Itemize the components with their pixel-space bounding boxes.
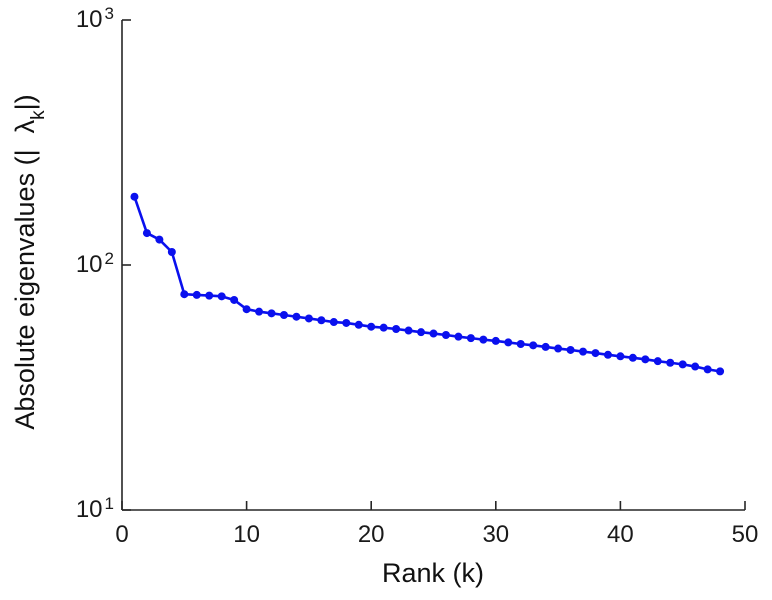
data-point-marker [317, 316, 326, 325]
data-point-marker [292, 312, 301, 321]
data-point-marker [466, 334, 475, 343]
data-point-marker [205, 291, 214, 300]
x-tick-label: 30 [482, 521, 510, 548]
data-point-marker [354, 320, 363, 329]
data-point-marker [255, 307, 264, 316]
data-point-marker [554, 344, 563, 353]
y-tick-label: 10 3 [75, 3, 114, 34]
data-point-marker [417, 328, 426, 337]
x-tick-label: 50 [731, 521, 759, 548]
data-point-marker [392, 325, 401, 333]
data-point-marker [504, 338, 513, 347]
data-point-marker [429, 329, 438, 338]
data-point-marker [192, 290, 201, 299]
data-point-marker [142, 229, 151, 238]
data-point-marker [155, 235, 164, 244]
y-tick-exponent: 3 [104, 3, 114, 23]
data-point-marker [691, 362, 700, 371]
lambda-symbol: λ [9, 119, 40, 134]
data-point-marker [180, 290, 189, 299]
data-point-marker [454, 332, 463, 341]
data-point-marker [279, 311, 288, 320]
data-point-marker [441, 330, 450, 339]
data-point-marker [304, 314, 313, 323]
y-axis-label: Absolute eigenvalues (| λk|) [9, 94, 50, 430]
data-point-marker [491, 336, 500, 345]
data-point-marker [603, 350, 612, 359]
lambda-subscript: k [28, 110, 50, 120]
data-point-marker [591, 349, 600, 358]
data-point-marker [703, 365, 712, 374]
eigenvalue-line [133, 195, 722, 373]
data-point-marker [217, 292, 226, 301]
data-point-marker [379, 323, 388, 332]
data-point-marker [666, 358, 675, 367]
data-point-marker [267, 309, 276, 318]
data-point-marker [367, 322, 376, 331]
data-point-marker [242, 305, 251, 314]
data-point-marker [130, 192, 139, 201]
data-point-marker [167, 248, 176, 256]
data-point-marker [628, 353, 637, 362]
data-point-marker [541, 342, 550, 351]
data-point-marker [716, 367, 725, 376]
x-tick-label: 10 [233, 521, 260, 548]
data-point-marker [641, 355, 650, 364]
data-point-marker [653, 357, 662, 366]
y-tick-exponent: 1 [104, 493, 114, 513]
data-point-marker [516, 339, 525, 348]
data-point-marker [566, 345, 575, 354]
data-point-marker [678, 360, 687, 369]
x-axis-label: Rank (k) [381, 558, 485, 588]
x-tick-label: 20 [357, 521, 385, 548]
data-point-marker [329, 318, 338, 327]
data-point-marker [230, 295, 239, 304]
data-point-marker [579, 347, 588, 356]
data-point-marker [529, 341, 538, 350]
y-tick-base: 10 [75, 5, 103, 33]
y-tick-label: 10 1 [75, 493, 114, 524]
data-point-marker [479, 335, 488, 344]
x-tick-label: 0 [115, 521, 129, 548]
y-tick-label: 10 2 [75, 248, 114, 279]
x-tick-label: 40 [607, 521, 634, 548]
data-point-marker [404, 326, 413, 335]
y-axis-label-suffix: |) [9, 94, 40, 111]
data-point-marker [342, 318, 351, 327]
data-point-marker [616, 352, 625, 361]
y-tick-base: 10 [75, 250, 103, 278]
y-axis-label-prefix: Absolute eigenvalues (| [9, 149, 40, 430]
y-tick-exponent: 2 [104, 248, 114, 268]
y-tick-base: 10 [75, 495, 103, 523]
